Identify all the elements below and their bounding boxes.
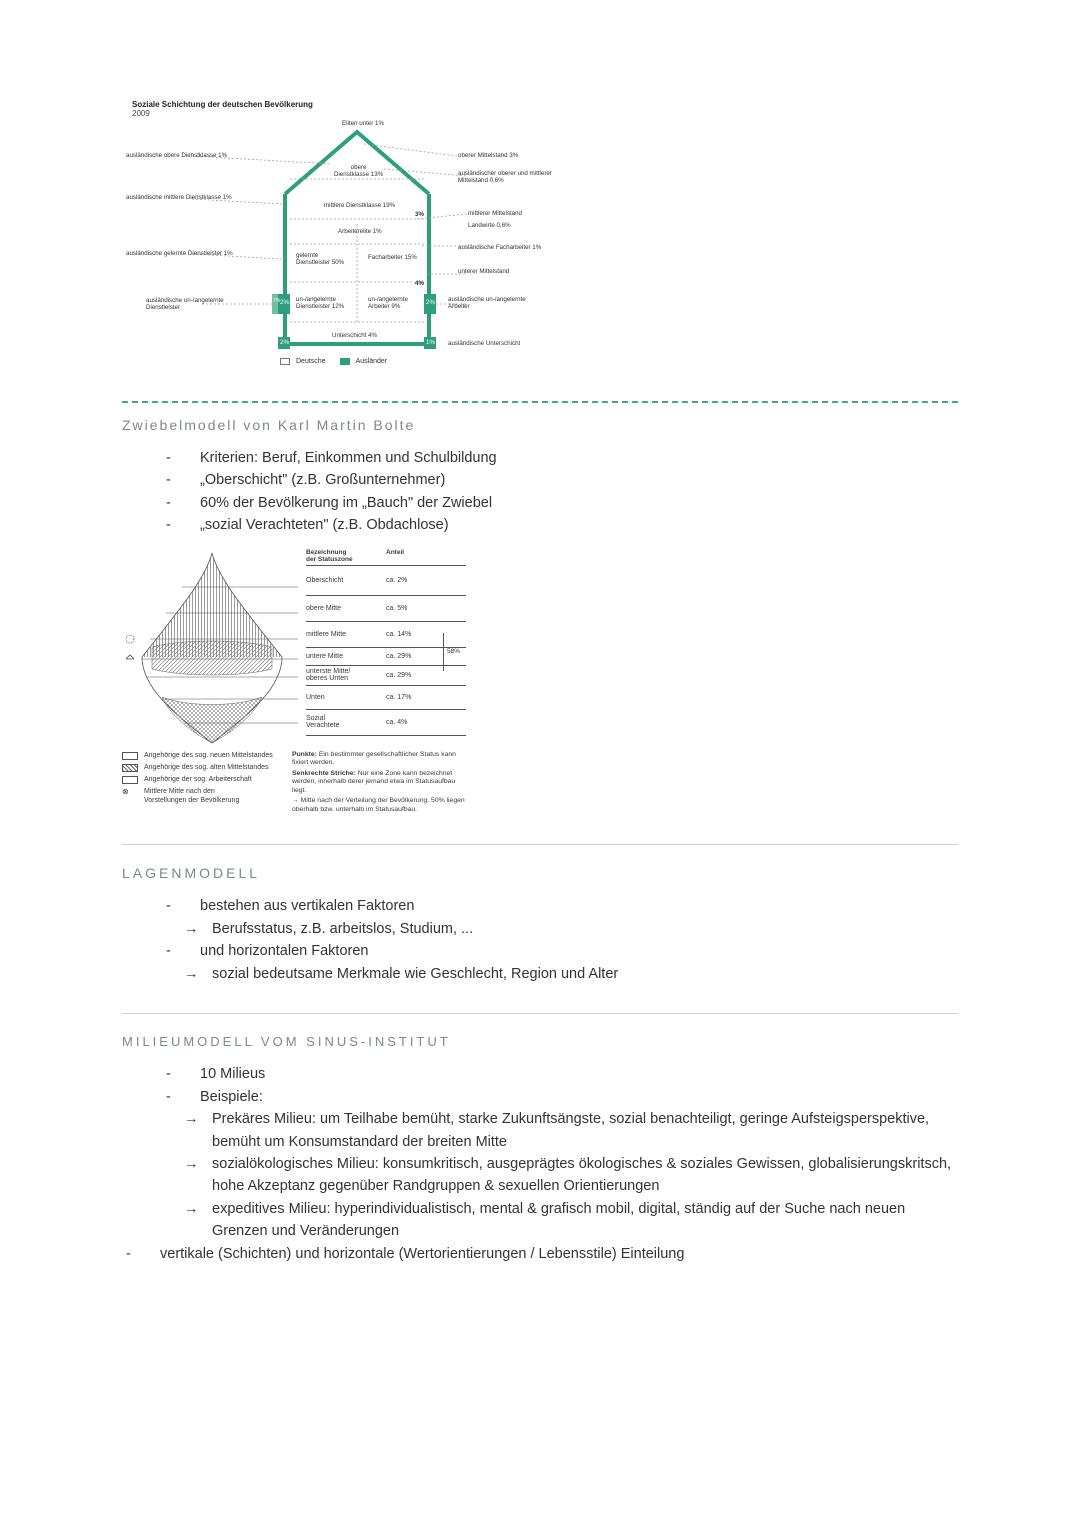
onion-legend-right-1: Senkrechte Striche: Nur eine Zone kann b… [292, 770, 468, 795]
house-left-3: ausländische un-/angelernte Dienstleiste… [146, 297, 224, 311]
onion-row-pct: ca. 14% [386, 631, 428, 638]
house-legend-right: Ausländer [340, 358, 388, 365]
section3-sub: Prekäres Milieu: um Teilhabe bemüht, sta… [122, 1108, 958, 1243]
section3-tail-item: vertikale (Schichten) und horizontale (W… [126, 1243, 958, 1265]
house-right-5: unterer Mittelstand [458, 268, 509, 275]
section3-sub-0: Prekäres Milieu: um Teilhabe bemüht, sta… [184, 1108, 958, 1153]
house-inner-5: un-/angelernte Dienstleister 12% [296, 296, 344, 310]
section2-item-0: bestehen aus vertikalen Faktoren [166, 895, 958, 917]
onion-row-pct: ca. 2% [386, 577, 428, 584]
section1-item-0: Kriterien: Beruf, Einkommen und Schulbil… [166, 447, 958, 469]
onion-row-pct: ca. 5% [386, 605, 428, 612]
section3-tail: vertikale (Schichten) und horizontale (W… [122, 1243, 958, 1265]
house-right-3: Landwirte 0,6% [468, 222, 511, 229]
house-mid-0: 3% [415, 211, 424, 218]
house-inner-4: Facharbeiter 15% [368, 254, 417, 261]
house-left-0: ausländische obere Dienstklasse 1% [126, 152, 227, 159]
section3-list: 10 Milieus Beispiele: [122, 1063, 958, 1108]
onion-legend-left-0: Angehörige des sog. neuen Mittelstandes [144, 751, 273, 760]
house-year: 2009 [132, 109, 958, 118]
section2-sub-1-0: sozial bedeutsame Merkmale wie Geschlech… [184, 963, 958, 985]
house-mid-1: 4% [415, 280, 424, 287]
onion-row-pct: ca. 17% [386, 694, 428, 701]
house-diagram: Soziale Schichtung der deutschen Bevölke… [132, 100, 958, 379]
house-legend-right-label: Ausländer [356, 358, 388, 365]
section2-sub-1: sozial bedeutsame Merkmale wie Geschlech… [122, 963, 958, 985]
onion-brace: 58% [443, 633, 460, 671]
house-inner-1: mittlere Dienstklasse 19% [324, 202, 395, 209]
rule-2 [122, 1013, 958, 1014]
house-apex: Eliten unter 1% [342, 120, 384, 127]
onion-row-label: Unten [306, 694, 386, 701]
house-legend-left-label: Deutsche [296, 358, 326, 365]
house-badge-1: 7% [273, 299, 280, 305]
onion-legend-left-1: Angehörige des sog. alten Mittelstandes [144, 763, 269, 772]
house-right-6: ausländische un-/angelernte Arbeiter [448, 296, 526, 310]
section3-sub-2: expeditives Milieu: hyperindividualistis… [184, 1198, 958, 1243]
onion-legend: Angehörige des sog. neuen Mittelstandes … [122, 751, 482, 816]
onion-header-1: Anteil [386, 549, 428, 563]
section1-title: Zwiebelmodell von Karl Martin Bolte [122, 417, 958, 433]
section2-list-b: und horizontalen Faktoren [122, 940, 958, 962]
house-inner-3: gelernte Dienstleister 50% [296, 252, 344, 266]
onion-diagram: Bezeichnung der Statuszone Anteil Obersc… [122, 547, 482, 816]
section3-title: MILIEUMODELL VOM SINUS-INSTITUT [122, 1034, 958, 1049]
house-left-1: ausländische mittlere Dienstklasse 1% [126, 194, 232, 201]
house-inner-0: obere Dienstklasse 13% [334, 164, 383, 178]
onion-row-pct: ca. 29% [386, 653, 428, 660]
section3-item-1: Beispiele: [166, 1086, 958, 1108]
section2-title: LAGENMODELL [122, 865, 958, 881]
onion-row: obere Mitteca. 5% [306, 596, 466, 622]
onion-legend-left-3: Mittlere Mitte nach den Vorstellungen de… [144, 787, 239, 805]
section1-item-2: 60% der Bevölkerung im „Bauch" der Zwieb… [166, 492, 958, 514]
onion-row: Sozial Verachteteca. 4% [306, 710, 466, 736]
house-title: Soziale Schichtung der deutschen Bevölke… [132, 100, 958, 109]
house-inner-7: Unterschicht 4% [332, 332, 377, 339]
section2-sub-0: Berufsstatus, z.B. arbeitslos, Studium, … [122, 918, 958, 940]
section3-item-0: 10 Milieus [166, 1063, 958, 1085]
onion-row: Oberschichtca. 2% [306, 566, 466, 596]
onion-row-pct: ca. 4% [386, 719, 428, 726]
onion-legend-left-2: Angehörige der sog. Arbeiterschaft [144, 775, 252, 784]
section3-sub-1: sozialökologisches Milieu: konsumkritisc… [184, 1153, 958, 1198]
house-badge-3: 2% [280, 339, 289, 346]
onion-row-label: Oberschicht [306, 577, 386, 584]
house-right-2: mittlerer Mittelstand [468, 210, 522, 217]
house-badge-4: 1% [426, 339, 435, 346]
house-right-0: oberer Mittelstand 3% [458, 152, 518, 159]
section1-list: Kriterien: Beruf, Einkommen und Schulbil… [122, 447, 958, 537]
house-right-7: ausländische Unterschicht [448, 340, 520, 347]
house-legend-left: Deutsche [280, 358, 326, 365]
house-left-2: ausländische gelernte Dienstleister 1% [126, 250, 233, 257]
house-right-4: ausländische Facharbeiter 1% [458, 244, 541, 251]
onion-row-label: unterste Mitte/ oberes Unten [306, 668, 386, 682]
onion-row-label: untere Mitte [306, 653, 386, 660]
onion-legend-right-0: Punkte: Ein bestimmter gesellschaftliche… [292, 751, 468, 768]
rule-1 [122, 844, 958, 845]
section2-list: bestehen aus vertikalen Faktoren [122, 895, 958, 917]
house-inner-6: un-/angelernte Arbeiter 9% [368, 296, 408, 310]
house-badge-0: 2% [280, 299, 289, 306]
onion-row-label: mittlere Mitte [306, 631, 386, 638]
section2-item-1: und horizontalen Faktoren [166, 940, 958, 962]
onion-svg [122, 547, 302, 747]
onion-header-0: Bezeichnung der Statuszone [306, 549, 386, 563]
section2-sub-0-0: Berufsstatus, z.B. arbeitslos, Studium, … [184, 918, 958, 940]
onion-legend-right-2: → Mitte nach der Verteilung der Bevölker… [292, 797, 468, 814]
onion-row-pct: ca. 29% [386, 672, 428, 679]
house-badge-2: 2% [426, 299, 435, 306]
section1-item-3: „sozial Verachteten" (z.B. Obdachlose) [166, 514, 958, 536]
section1-item-1: „Oberschicht" (z.B. Großunternehmer) [166, 469, 958, 491]
onion-row-label: Sozial Verachtete [306, 715, 386, 729]
house-right-1: ausländischer oberer und mittlerer Mitte… [458, 170, 552, 184]
separator-dashed [122, 401, 958, 403]
onion-row-label: obere Mitte [306, 605, 386, 612]
onion-row: Untenca. 17% [306, 686, 466, 710]
house-inner-2: Arbeiterelite 1% [338, 228, 382, 235]
